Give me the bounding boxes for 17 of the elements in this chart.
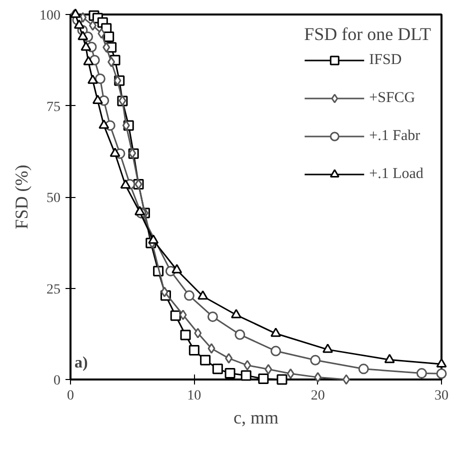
x-tick-label: 0 <box>67 388 74 404</box>
annotation: a) <box>74 354 88 372</box>
x-tick-label: 30 <box>434 388 448 404</box>
legend-label: +.1 Fabr <box>369 128 420 144</box>
x-tick-label: 10 <box>187 388 202 404</box>
y-tick-label: 25 <box>46 282 60 298</box>
y-tick-label: 100 <box>40 8 60 24</box>
legend-title: FSD for one DLT <box>304 24 431 45</box>
x-tick-label: 20 <box>310 388 325 404</box>
legend-label: IFSD <box>369 52 402 68</box>
y-axis-title: FSD (%) <box>12 164 32 230</box>
y-tick-label: 75 <box>46 100 60 115</box>
legend-label: +.1 Load <box>369 166 424 182</box>
y-tick-label: 0 <box>54 374 60 388</box>
x-axis-title: c, mm <box>234 408 279 428</box>
y-tick-label: 50 <box>46 191 60 206</box>
legend-label: +SFCG <box>369 90 416 106</box>
